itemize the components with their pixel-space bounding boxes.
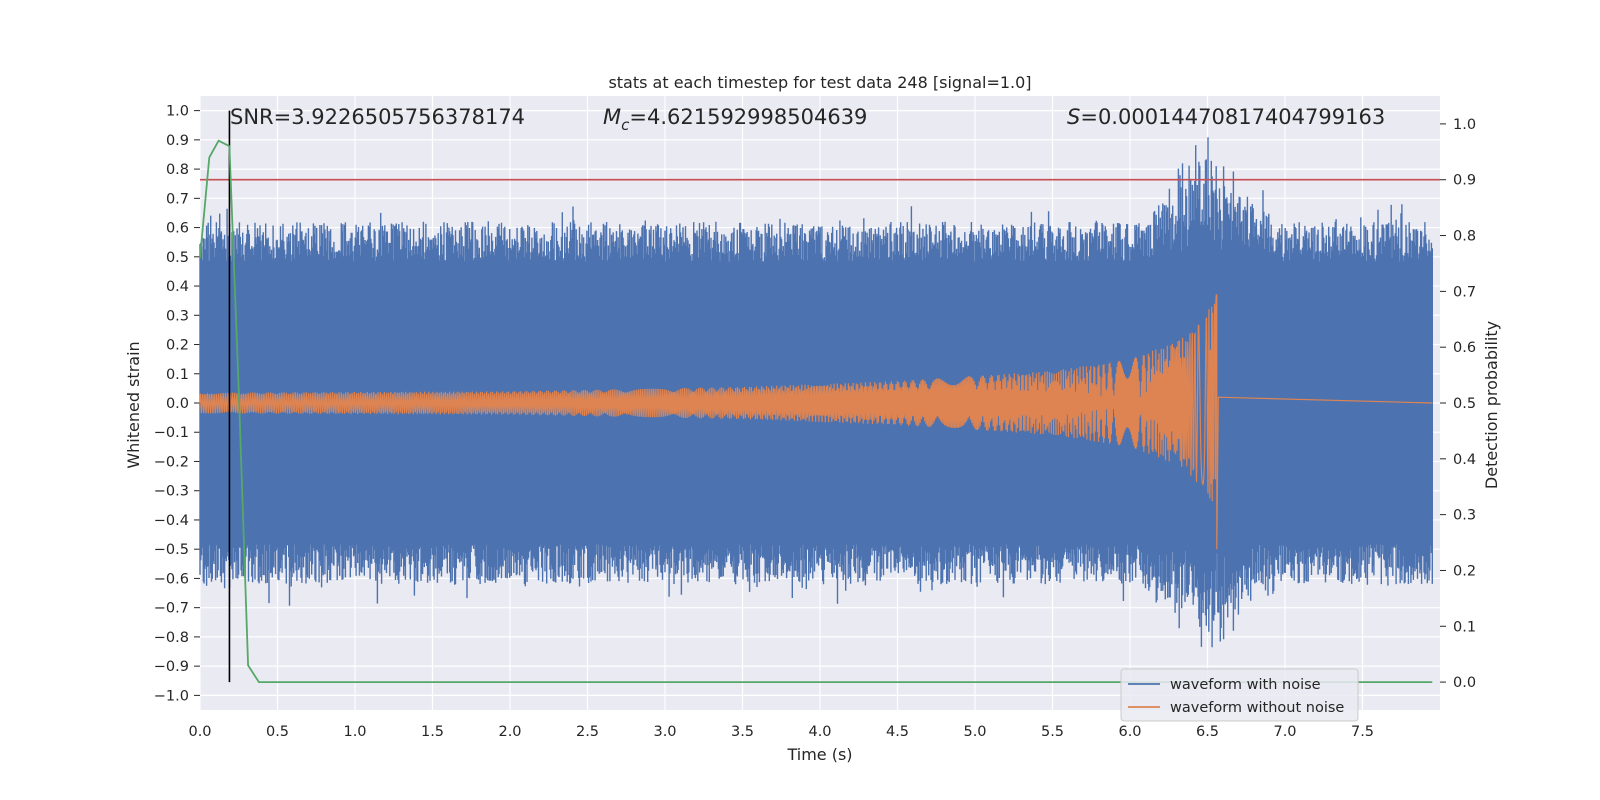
- y-tick-label: −0.9: [154, 659, 189, 675]
- x-tick-label: 7.5: [1351, 724, 1374, 740]
- y-tick-label: 0.7: [166, 191, 189, 207]
- x-tick-label: 4.0: [808, 724, 831, 740]
- legend-box: [1120, 668, 1359, 722]
- chirp-mass-subscript: c: [621, 116, 630, 134]
- y-tick-label: 0.9: [166, 133, 189, 149]
- s-symbol: S: [1067, 105, 1080, 129]
- y-tick-label: 0.0: [166, 396, 189, 412]
- y-tick-labels: 1.0 0.9 0.8 0.7 0.6 0.5 0.4 0.3 0.2 0.1 0.0 −0.1 −0.…: [154, 104, 189, 705]
- x-tick-label: 0.5: [266, 724, 289, 740]
- chirp-mass-value: =4.621592998504639: [629, 105, 867, 129]
- y2-tick-labels: 1.0 0.9 0.8 0.7 0.6 0.5 0.4 0.3 0.2 0.1 0.0: [1453, 117, 1476, 691]
- chirp-mass-annotation: Mc=4.621592998504639: [603, 105, 867, 134]
- y-tick-label: −0.1: [154, 425, 189, 441]
- y-tick-label: 0.8: [166, 162, 189, 178]
- y-tick-label: −1.0: [154, 688, 189, 704]
- y2-axis-label: Detection probability: [1482, 321, 1501, 489]
- chart-title: stats at each timestep for test data 248…: [608, 73, 1031, 92]
- x-tick-label: 7.0: [1273, 724, 1296, 740]
- series-waveform-without-noise: [199, 294, 1433, 550]
- y-tick-label: 0.5: [166, 250, 189, 266]
- x-tick-label: 4.5: [886, 724, 909, 740]
- overlay-group: [199, 110, 1440, 683]
- s-annotation: S=0.00014470817404799163: [1067, 105, 1385, 129]
- y2-tick-label: 1.0: [1453, 117, 1476, 133]
- x-tick-label: 1.5: [421, 724, 444, 740]
- x-tick-label: 2.0: [498, 724, 521, 740]
- x-tick-label: 1.0: [343, 724, 366, 740]
- y-tick-label: 0.1: [166, 367, 189, 383]
- x-tick-label: 0.0: [188, 724, 211, 740]
- y2-tick-label: 0.1: [1453, 619, 1476, 635]
- y2-tick-label: 0.3: [1453, 508, 1476, 524]
- x-tick-label: 3.5: [731, 724, 754, 740]
- y-axis-label: Whitened strain: [124, 341, 143, 468]
- x-tick-label: 5.5: [1041, 724, 1064, 740]
- y-tick-label: −0.8: [154, 630, 189, 646]
- x-axis-label: Time (s): [786, 745, 852, 764]
- s-value: =0.00014470817404799163: [1080, 105, 1385, 129]
- x-tick-label: 2.5: [576, 724, 599, 740]
- y-tick-label: 0.6: [166, 221, 189, 237]
- y-tick-label: 1.0: [166, 104, 189, 120]
- y-tick-label: −0.5: [154, 542, 189, 558]
- grid-y2: [1440, 123, 1446, 683]
- y2-tick-label: 0.2: [1453, 563, 1476, 579]
- x-tick-label: 3.0: [653, 724, 676, 740]
- y-tick-label: 0.3: [166, 308, 189, 324]
- y-tick-label: 0.2: [166, 338, 189, 354]
- x-tick-labels: 0.0 0.5 1.0 1.5 2.0 2.5 3.0 3.5 4.0 4.5 5.0 5.5 6.0 6…: [188, 724, 1374, 740]
- y2-tick-label: 0.4: [1453, 452, 1476, 468]
- x-tick-label: 6.5: [1196, 724, 1219, 740]
- y2-tick-label: 0.0: [1453, 675, 1476, 691]
- snr-annotation: SNR=3.9226505756378174: [230, 105, 525, 129]
- legend-label-clean: waveform without noise: [1170, 700, 1344, 716]
- y-tick-label: −0.7: [154, 601, 189, 617]
- y-tick-label: −0.4: [154, 513, 189, 529]
- clean-series-group: [199, 294, 1433, 550]
- x-tick-label: 5.0: [963, 724, 986, 740]
- y-tick-label: −0.3: [154, 484, 189, 500]
- y2-tick-label: 0.7: [1453, 284, 1476, 300]
- series-detection-probability: [199, 139, 1433, 683]
- legend: waveform with noise waveform without noi…: [1120, 668, 1359, 722]
- chirp-mass-symbol: M: [603, 105, 621, 129]
- y2-tick-label: 0.6: [1453, 340, 1476, 356]
- y-tick-label: 0.4: [166, 279, 189, 295]
- x-tick-label: 6.0: [1118, 724, 1141, 740]
- y2-tick-label: 0.8: [1453, 229, 1476, 245]
- y2-tick-label: 0.9: [1453, 173, 1476, 189]
- y-tick-label: −0.6: [154, 571, 189, 587]
- legend-label-noise: waveform with noise: [1170, 677, 1321, 693]
- y2-tick-label: 0.5: [1453, 396, 1476, 412]
- y-tick-label: −0.2: [154, 454, 189, 470]
